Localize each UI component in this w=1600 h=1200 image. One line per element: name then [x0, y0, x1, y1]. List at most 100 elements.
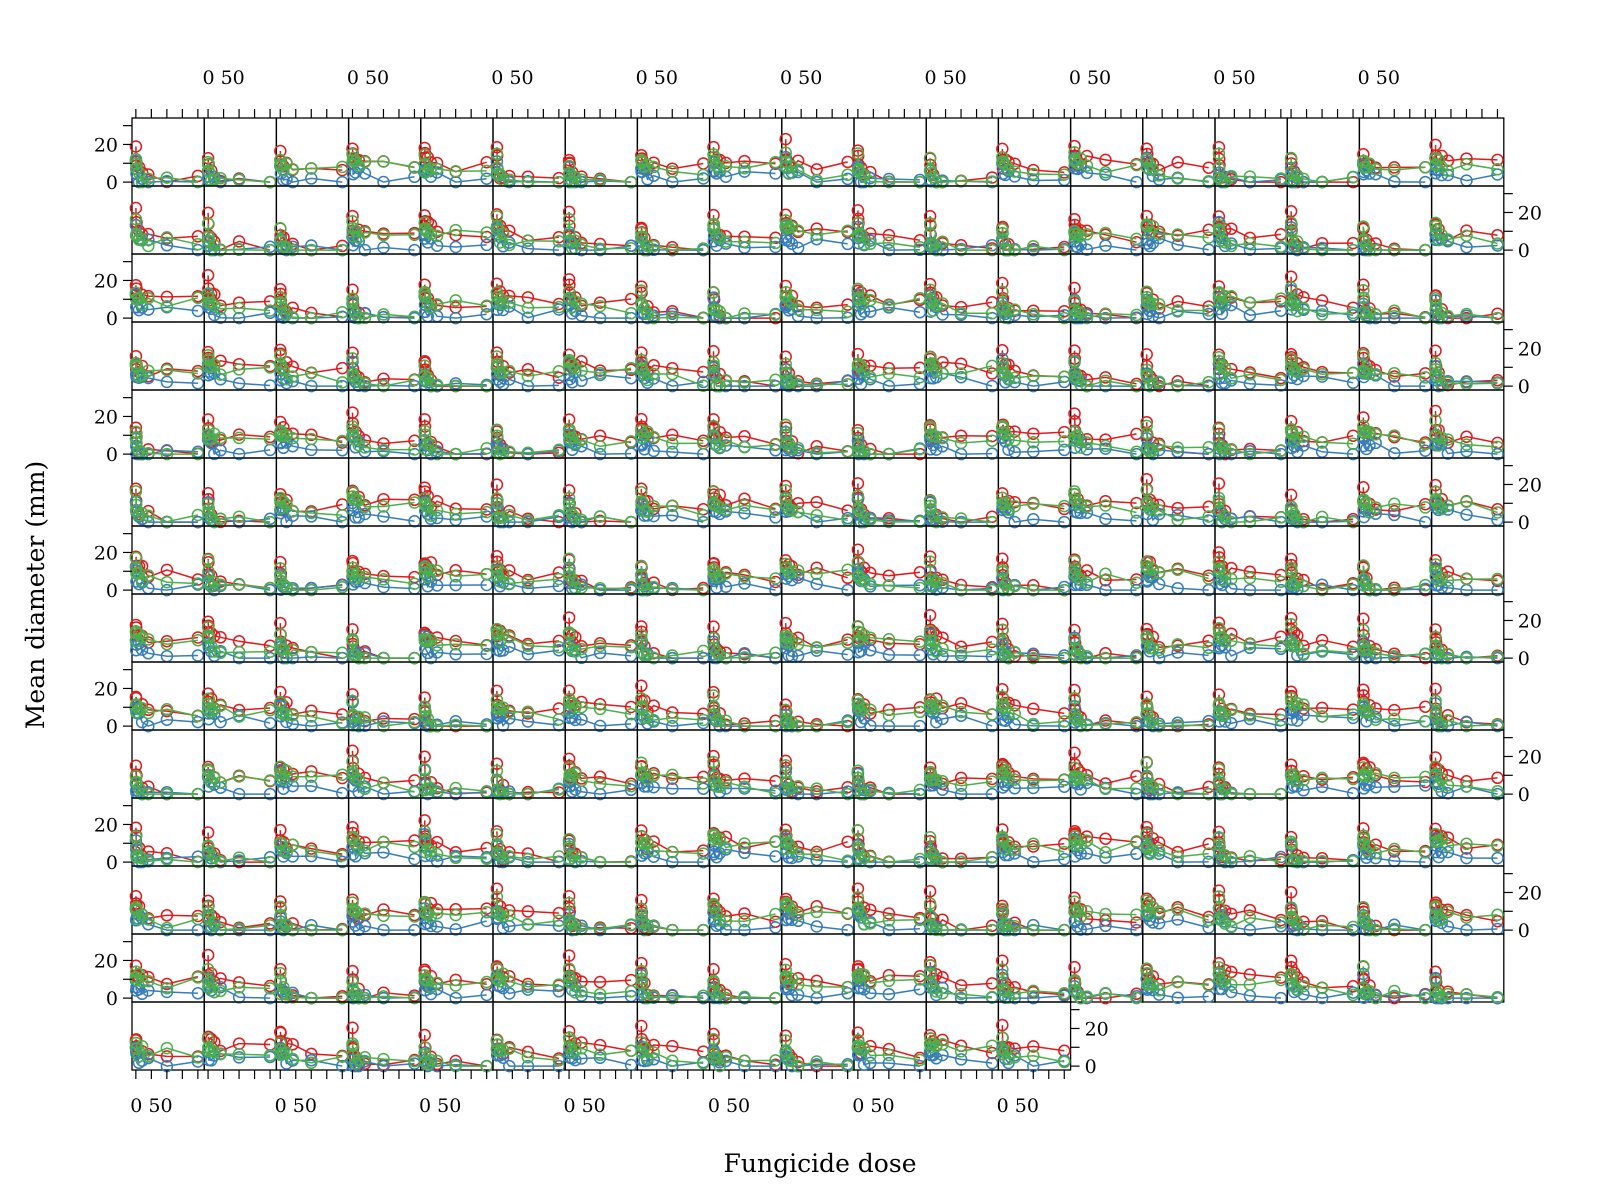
data-point-red [490, 277, 504, 291]
data-point-green [864, 370, 877, 384]
data-point-green [1099, 226, 1112, 240]
data-point-green [999, 243, 1012, 257]
panel [274, 661, 350, 733]
data-point-green [377, 228, 390, 242]
data-point-green [1215, 298, 1229, 311]
data-point-green [1291, 304, 1304, 318]
data-point-green [563, 425, 576, 439]
data-point-blue [1080, 166, 1094, 180]
data-point-green [575, 433, 588, 447]
data-point-red [214, 354, 227, 368]
data-point-green [738, 307, 751, 320]
data-point-blue [1202, 243, 1215, 256]
data-point-blue [232, 311, 246, 325]
data-point-red [346, 283, 359, 297]
data-point-red [1171, 156, 1184, 169]
data-point-green [593, 440, 607, 453]
data-point-green [779, 285, 793, 299]
data-point-red [1171, 295, 1184, 308]
series-line-green [784, 424, 848, 454]
data-point-green [985, 243, 999, 257]
data-point-green [160, 171, 174, 184]
data-point-green [713, 440, 726, 454]
series-line-green [640, 359, 704, 387]
data-point-green [1080, 159, 1094, 172]
panel [1357, 185, 1433, 257]
panel [562, 185, 639, 257]
panel [1212, 525, 1288, 597]
data-point-blue [593, 447, 607, 461]
data-point-green [1435, 306, 1448, 320]
data-point-green [208, 358, 221, 371]
data-point-green [1369, 367, 1382, 381]
data-point-green [1291, 365, 1304, 379]
panel [418, 185, 494, 255]
data-point-green [563, 172, 576, 186]
data-point-green [130, 436, 143, 450]
panel [707, 457, 783, 527]
panel [418, 389, 494, 461]
panel [201, 117, 278, 189]
panel [490, 661, 566, 732]
panel [851, 389, 927, 461]
data-point-green [377, 155, 390, 168]
data-point-green [647, 430, 660, 444]
data-point-green [1152, 169, 1166, 182]
data-point-red [1388, 370, 1401, 383]
data-point-green [1357, 220, 1370, 233]
panel [274, 117, 350, 189]
data-point-green [352, 159, 365, 172]
data-point-blue [641, 243, 654, 257]
panel [851, 185, 927, 257]
series-line-green [568, 498, 632, 523]
series-line-green [712, 223, 776, 244]
data-point-red [810, 440, 823, 453]
panel [129, 321, 205, 391]
data-point-green [1284, 151, 1298, 165]
data-point-green [791, 441, 805, 455]
panel [923, 253, 1000, 325]
data-point-blue [569, 304, 582, 318]
data-point-blue [503, 300, 516, 313]
data-point-green [208, 299, 221, 312]
panel [635, 253, 711, 325]
data-point-green [1297, 301, 1310, 315]
data-point-green [864, 447, 877, 461]
data-point-blue [214, 175, 227, 189]
data-point-green [1080, 311, 1094, 325]
data-point-blue [305, 239, 318, 252]
data-point-blue [552, 243, 566, 257]
data-point-blue [647, 169, 660, 182]
data-point-red [1225, 222, 1238, 235]
panel [1140, 661, 1216, 733]
panel [274, 389, 350, 459]
panel [1140, 253, 1216, 325]
series-line-green [1362, 355, 1426, 379]
data-point-red [563, 278, 576, 291]
data-point-blue [263, 379, 277, 392]
data-point-green [779, 357, 792, 371]
data-point-blue [1243, 243, 1257, 256]
data-point-green [214, 368, 227, 381]
panel [346, 389, 422, 461]
data-point-green [641, 239, 654, 253]
data-point-blue [954, 370, 968, 384]
panel [707, 389, 783, 459]
panel [129, 593, 205, 663]
panel [129, 389, 205, 461]
data-point-green [666, 437, 679, 450]
panel [418, 661, 494, 733]
panel [562, 661, 639, 733]
data-point-blue [1388, 379, 1401, 393]
data-point-green [1212, 351, 1226, 364]
panel [635, 593, 711, 665]
panel [1357, 117, 1433, 189]
panel [490, 253, 566, 324]
data-point-green [1080, 379, 1094, 393]
panel [562, 525, 639, 597]
data-point-green [1284, 216, 1298, 229]
data-point-green [635, 284, 648, 297]
panel [1068, 525, 1144, 597]
data-point-blue [810, 311, 823, 325]
data-point-blue [1388, 311, 1401, 325]
